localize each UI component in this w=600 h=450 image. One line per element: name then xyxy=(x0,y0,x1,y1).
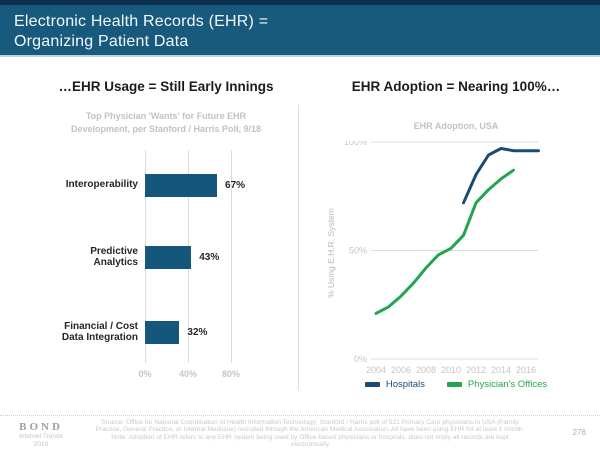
line-chart-legend: Hospitals Physician's Offices xyxy=(336,379,576,390)
line-chart-x-tick-label: 2012 xyxy=(466,365,486,375)
bar-x-tick-label: 80% xyxy=(221,369,241,379)
panel-divider-line xyxy=(298,105,299,390)
bond-logo-sub1: Internet Trends xyxy=(19,433,63,440)
bond-logo-sub2: 2019 xyxy=(33,441,49,448)
bar xyxy=(145,173,218,197)
line-series-physician-s-offices xyxy=(374,168,515,315)
source-note: Source: Office for National Coordination… xyxy=(95,419,525,449)
bar-row: Interoperability 67% xyxy=(30,162,300,208)
line-chart-y-tick-label: 50% xyxy=(349,246,367,256)
source-line2: Practice, General Practice, or Internal … xyxy=(95,426,525,434)
source-line1: Source: Office for National Coordination… xyxy=(101,419,519,426)
line-chart-x-tick-label: 2004 xyxy=(366,365,386,375)
bar-row: Financial / Cost Data Integration 32% xyxy=(30,309,300,355)
legend-label: Physician's Offices xyxy=(467,379,548,390)
bar-value-label: 67% xyxy=(225,179,246,191)
line-series-hospitals xyxy=(462,147,540,205)
bar-x-tick-label: 40% xyxy=(178,369,198,379)
bar-gridline xyxy=(231,150,232,363)
line-chart-plot: 100% 50% 0%2004 2006 2008 2010 2012 2014 2016 xyxy=(344,141,540,375)
header-top-strip xyxy=(0,0,600,5)
page-number: 276 xyxy=(572,428,586,437)
line-chart-y-tick-label: 0% xyxy=(354,354,367,364)
bar-value-label: 32% xyxy=(187,326,208,338)
line-chart-y-axis-label: % Using E.H.R. System xyxy=(326,208,336,298)
bar-chart-subtitle: Top Physician 'Wants' for Future EHR Dev… xyxy=(56,110,276,136)
bar-row: Predictive Analytics 43% xyxy=(30,234,300,280)
legend-label: Hospitals xyxy=(385,379,425,390)
bar-chart-plot: 0% 40% 80% Interoperability 67% Predictive An… xyxy=(30,150,300,379)
legend-item: Physician's Offices xyxy=(446,379,548,390)
line-chart-x-tick-label: 2010 xyxy=(441,365,461,375)
bond-logo-text: BOND xyxy=(19,421,63,433)
line-chart-x-tick-label: 2014 xyxy=(491,365,511,375)
bar-value-label: 43% xyxy=(199,251,220,263)
footer-divider-line xyxy=(0,415,600,416)
slide-title: Electronic Health Records (EHR) = Organi… xyxy=(0,5,600,52)
legend-swatch xyxy=(364,382,380,387)
bar xyxy=(145,320,180,344)
line-chart-x-tick-label: 2016 xyxy=(516,365,536,375)
slide-header: Electronic Health Records (EHR) = Organi… xyxy=(0,5,600,57)
slide-title-line1: Electronic Health Records (EHR) = xyxy=(14,13,269,30)
bar-category-label: Financial / Cost Data Integration xyxy=(61,320,138,344)
legend-item: Hospitals xyxy=(364,379,425,390)
source-line3: Note: Adoption of EHR refers to any EHR … xyxy=(111,433,509,449)
bar-category-label: Predictive Analytics xyxy=(90,245,138,269)
bar-chart-title: …EHR Usage = Still Early Innings xyxy=(58,79,274,94)
line-chart-title: EHR Adoption = Nearing 100%… xyxy=(351,79,561,94)
slide-title-line2: Organizing Patient Data xyxy=(14,33,189,50)
bond-logo: BOND Internet Trends 2019 xyxy=(10,421,72,449)
bar-chart-subtitle-line2: Development, per Stanford / Harris Poll,… xyxy=(70,124,262,134)
bar-category-label: Interoperability xyxy=(65,179,138,191)
bar xyxy=(145,245,192,269)
bar-x-tick-label: 0% xyxy=(138,369,152,379)
line-chart-subtitle: EHR Adoption, USA xyxy=(413,121,499,131)
line-chart-x-tick-label: 2006 xyxy=(391,365,411,375)
line-chart-y-tick-label: 100% xyxy=(344,141,367,147)
legend-swatch xyxy=(446,382,462,387)
bar-chart-subtitle-line1: Top Physician 'Wants' for Future EHR xyxy=(85,111,247,121)
line-chart-x-tick-label: 2008 xyxy=(416,365,436,375)
